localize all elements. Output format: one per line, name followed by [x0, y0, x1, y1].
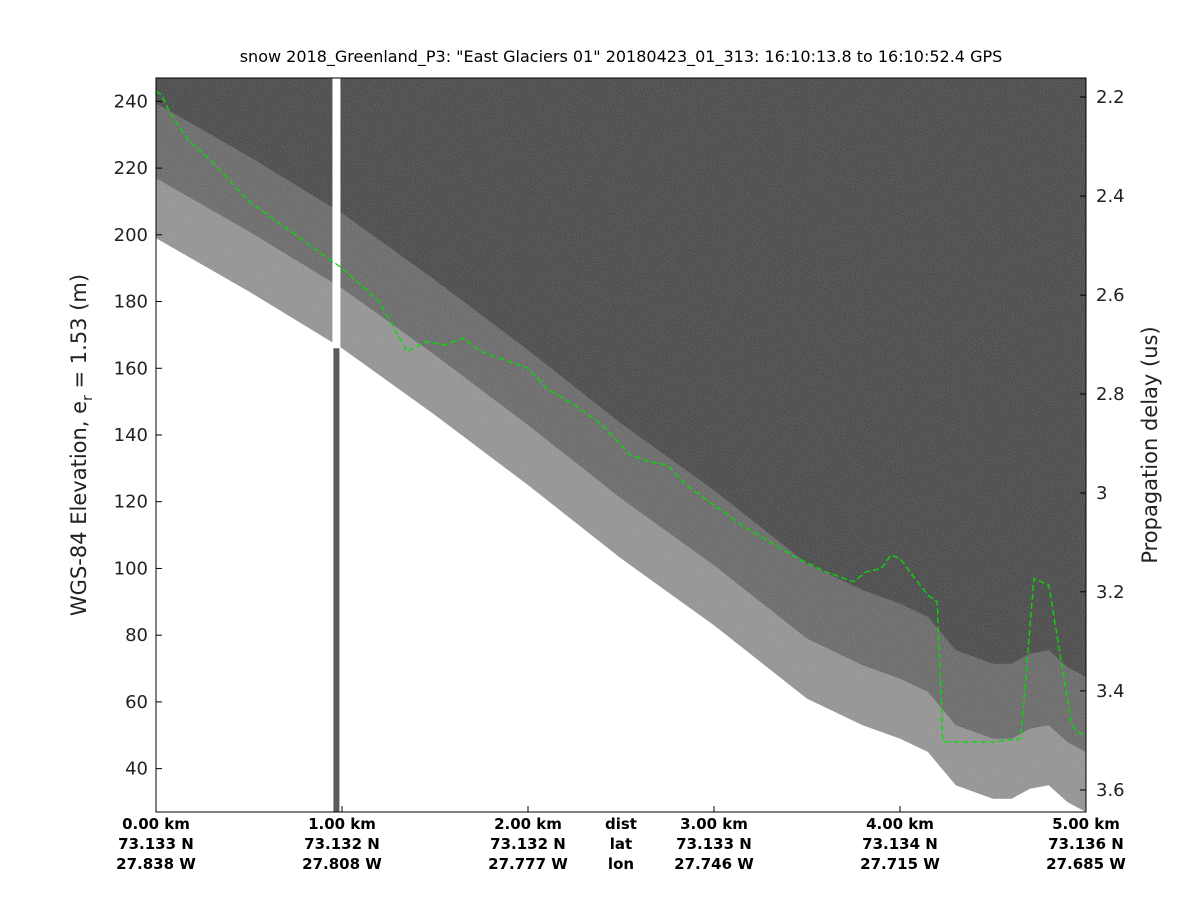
right-tick-label: 2.6	[1096, 285, 1125, 306]
right-tick-label: 3.4	[1096, 681, 1125, 702]
left-tick-label: 200	[114, 225, 148, 246]
left-tick-label: 140	[114, 425, 148, 446]
left-tick-label: 80	[125, 625, 148, 646]
bottom-tick-lon: 27.715 W	[860, 855, 940, 873]
left-axis-ticks: 40 60 80 100 120 140 160 180 200 220 240	[114, 91, 162, 780]
bottom-row-header: dist	[605, 815, 637, 833]
left-tick-label: 100	[114, 558, 148, 579]
right-tick-label: 2.4	[1096, 186, 1125, 207]
right-tick-label: 2.8	[1096, 384, 1125, 405]
bottom-tick-lon: 27.746 W	[674, 855, 754, 873]
bottom-tick-lon: 27.838 W	[116, 855, 196, 873]
left-tick-label: 60	[125, 692, 148, 713]
left-tick-label: 40	[125, 759, 148, 780]
bottom-tick-lat: 73.133 N	[676, 835, 752, 853]
bottom-tick-dist: 3.00 km	[680, 815, 748, 833]
bottom-row-header: lon	[608, 855, 634, 873]
data-gap-dark-strip	[333, 348, 340, 812]
bottom-tick-dist: 0.00 km	[122, 815, 190, 833]
bottom-tick-lat: 73.133 N	[118, 835, 194, 853]
bottom-tick-dist: 4.00 km	[866, 815, 934, 833]
left-axis-label: WGS-84 Elevation, er = 1.53 (m)	[67, 274, 96, 616]
plot-area	[156, 78, 1086, 812]
bottom-tick-dist: 1.00 km	[308, 815, 376, 833]
right-axis-ticks: 2.2 2.4 2.6 2.8 3 3.2 3.4 3.6	[1080, 87, 1125, 801]
bottom-row-header: lat	[610, 835, 632, 853]
right-tick-label: 3.6	[1096, 780, 1125, 801]
right-tick-label: 3	[1096, 483, 1107, 504]
no-data-region	[156, 238, 1086, 812]
bottom-tick-lat: 73.132 N	[490, 835, 566, 853]
left-tick-label: 220	[114, 158, 148, 179]
bottom-tick-lat: 73.134 N	[862, 835, 938, 853]
bottom-tick-lon: 27.777 W	[488, 855, 568, 873]
left-tick-label: 240	[114, 91, 148, 112]
right-tick-label: 3.2	[1096, 582, 1125, 603]
left-tick-label: 160	[114, 358, 148, 379]
left-tick-label: 180	[114, 292, 148, 313]
bottom-axis-ticks: 0.00 km 73.133 N 27.838 W 1.00 km 73.132 N 27…	[116, 806, 1126, 873]
plot-frame	[155, 77, 1087, 813]
right-axis-label: Propagation delay (us)	[1138, 326, 1162, 563]
bottom-tick-dist: 5.00 km	[1052, 815, 1120, 833]
bottom-tick-lon: 27.685 W	[1046, 855, 1126, 873]
bottom-tick-lon: 27.808 W	[302, 855, 382, 873]
bottom-tick-lat: 73.136 N	[1048, 835, 1124, 853]
right-tick-label: 2.2	[1096, 87, 1125, 108]
bottom-tick-lat: 73.132 N	[304, 835, 380, 853]
left-tick-label: 120	[114, 492, 148, 513]
chart-title: snow 2018_Greenland_P3: "East Glaciers 0…	[240, 47, 1003, 67]
bottom-tick-dist: 2.00 km	[494, 815, 562, 833]
